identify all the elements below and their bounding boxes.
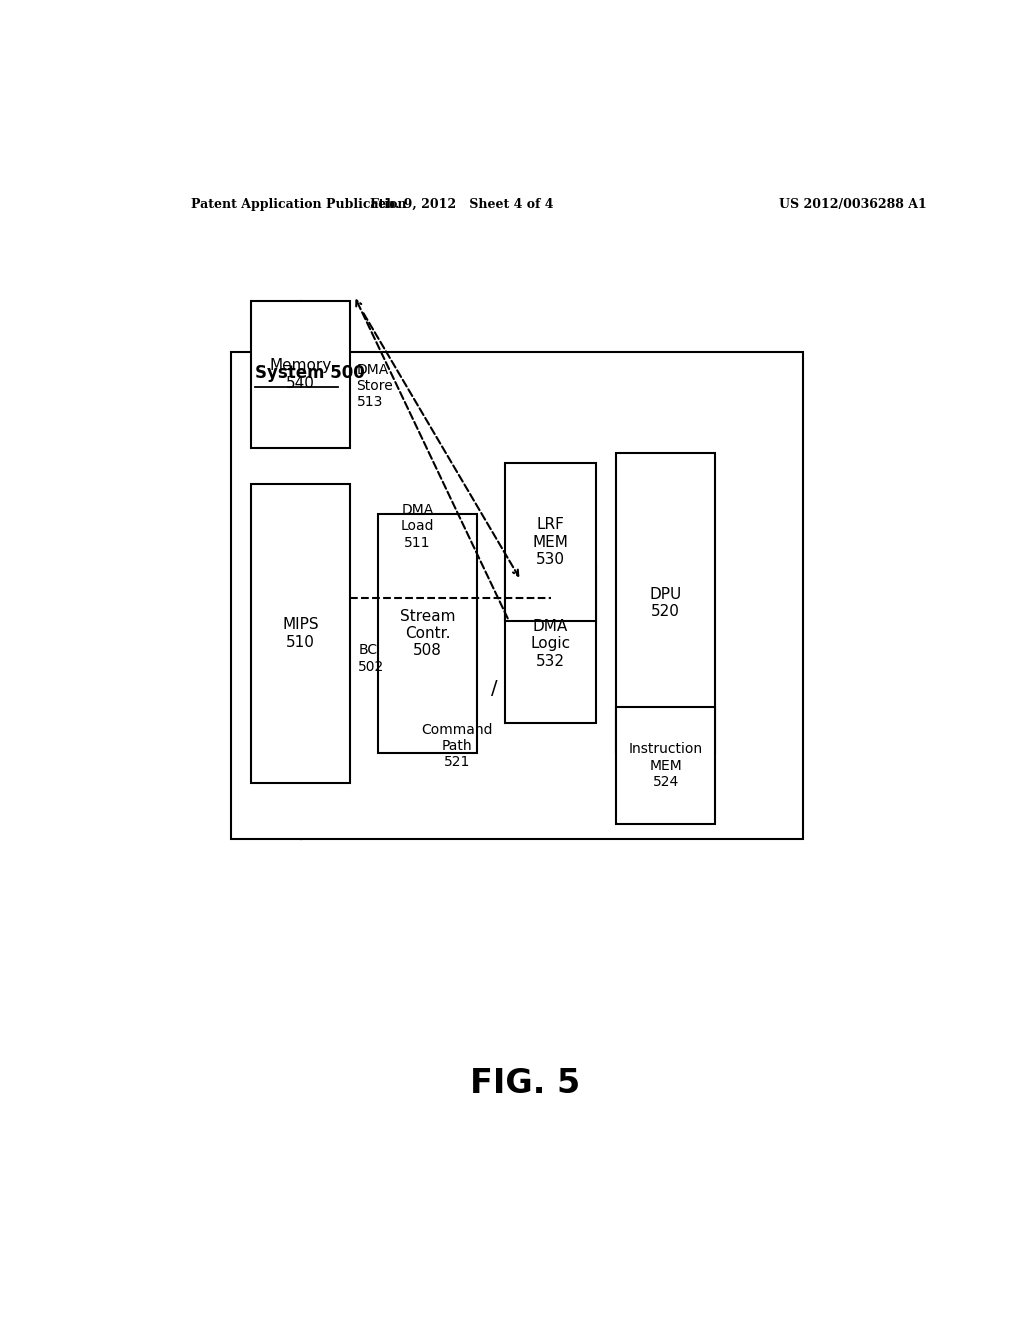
Text: Memory
540: Memory 540 [269,358,332,391]
Text: DMA
Store
513: DMA Store 513 [356,363,393,409]
Text: System 500: System 500 [255,364,365,381]
Bar [616,708,716,824]
Bar [378,515,477,752]
Text: Feb. 9, 2012   Sheet 4 of 4: Feb. 9, 2012 Sheet 4 of 4 [370,198,553,211]
Text: DMA
Logic
532: DMA Logic 532 [530,619,570,669]
Text: BC
502: BC 502 [358,643,384,673]
Bar [616,453,716,752]
Text: /: / [492,680,498,698]
Text: MIPS
510: MIPS 510 [283,618,318,649]
Text: Command
Path
521: Command Path 521 [422,722,494,770]
Text: LRF
MEM
530: LRF MEM 530 [532,517,568,568]
Bar [251,483,350,784]
Bar [505,463,596,620]
Text: Stream
Contr.
508: Stream Contr. 508 [399,609,456,659]
Text: US 2012/0036288 A1: US 2012/0036288 A1 [778,198,927,211]
Bar [251,301,350,447]
Text: DPU
520: DPU 520 [649,587,682,619]
Text: Instruction
MEM
524: Instruction MEM 524 [629,742,702,789]
Text: FIG. 5: FIG. 5 [470,1067,580,1100]
Text: DMA
Load
511: DMA Load 511 [401,503,434,549]
Bar [505,565,596,722]
Bar [231,351,803,840]
Text: Patent Application Publication: Patent Application Publication [191,198,407,211]
